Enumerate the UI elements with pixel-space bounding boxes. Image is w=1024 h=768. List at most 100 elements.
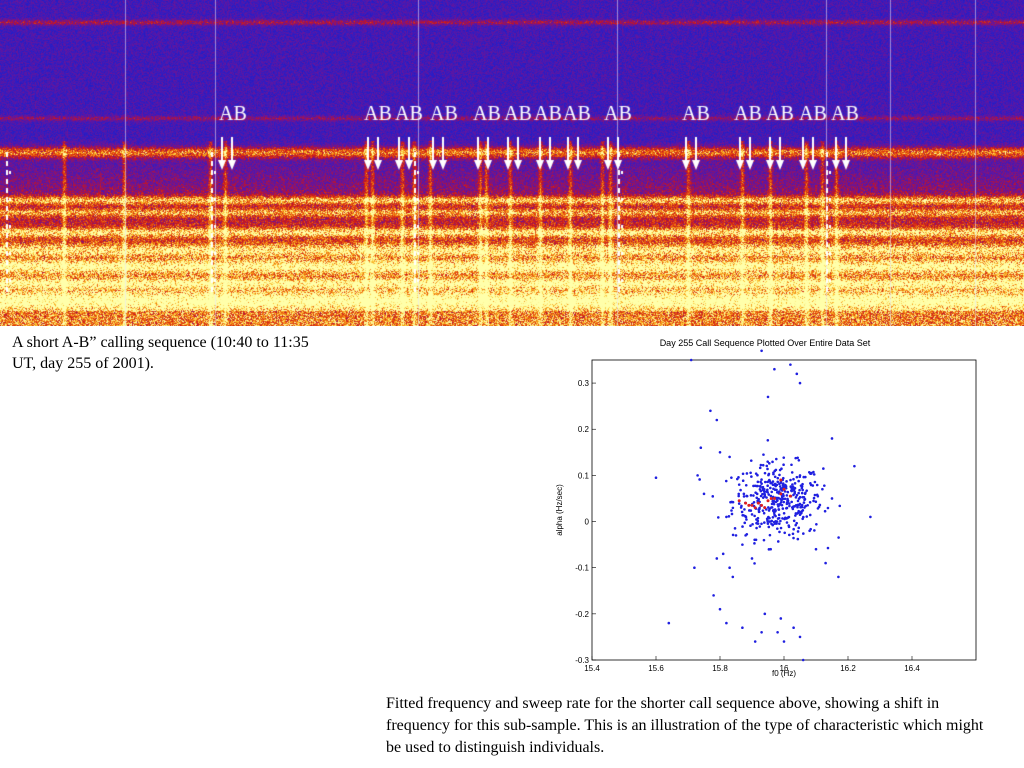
scatter-point xyxy=(796,505,799,509)
scatter-caption: Fitted frequency and sweep rate for the … xyxy=(386,695,984,756)
scatter-point xyxy=(747,503,751,507)
scatter-point xyxy=(767,525,771,529)
scatter-point xyxy=(801,658,805,662)
scatter-point xyxy=(823,484,826,487)
scatter-point xyxy=(779,492,783,496)
scatter-point xyxy=(776,476,780,480)
spectrogram-image xyxy=(0,0,1024,326)
scatter-point xyxy=(754,491,757,494)
scatter-point xyxy=(798,488,801,492)
scatter-point xyxy=(766,460,769,463)
scatter-point xyxy=(780,467,783,471)
scatter-point xyxy=(762,487,766,491)
series-all-calls xyxy=(654,349,872,662)
scatter-point xyxy=(812,473,816,476)
scatter-point xyxy=(783,517,786,521)
x-tick-label: 15.4 xyxy=(584,664,600,673)
scatter-point xyxy=(777,503,780,506)
scatter-point xyxy=(750,557,754,560)
scatter-point xyxy=(770,490,774,494)
scatter-point xyxy=(814,547,818,551)
scatter-point xyxy=(769,494,773,498)
scatter-point xyxy=(806,503,809,507)
scatter-point xyxy=(796,456,799,460)
scatter-point xyxy=(794,496,798,499)
x-tick-label: 15.8 xyxy=(712,664,728,673)
scatter-point xyxy=(797,510,801,514)
scatter-point xyxy=(776,517,780,520)
scatter-point xyxy=(766,467,769,471)
scatter-point xyxy=(778,522,781,525)
scatter-point xyxy=(689,358,693,362)
scatter-point xyxy=(805,489,809,492)
y-tick-label: -0.2 xyxy=(575,610,589,619)
scatter-point xyxy=(813,493,817,497)
scatter-point xyxy=(742,495,746,498)
y-tick-label: 0 xyxy=(585,518,590,527)
scatter-point xyxy=(784,483,787,487)
scatter-point xyxy=(798,502,802,506)
scatter-point xyxy=(853,464,856,468)
chart-title: Day 255 Call Sequence Plotted Over Entir… xyxy=(660,338,871,348)
y-tick-label: -0.3 xyxy=(575,656,589,665)
scatter-point xyxy=(812,499,815,503)
scatter-point xyxy=(869,515,872,519)
scatter-point xyxy=(771,460,774,464)
scatter-point xyxy=(786,499,790,503)
scatter-point xyxy=(756,501,760,505)
scatter-point xyxy=(766,484,769,487)
scatter-point xyxy=(753,542,756,545)
scatter-point xyxy=(790,463,793,467)
scatter-point xyxy=(816,494,820,498)
scatter-point xyxy=(798,474,802,477)
scatter-point xyxy=(837,575,840,579)
scatter-point xyxy=(758,507,761,511)
scatter-point xyxy=(777,513,781,517)
scatter-point xyxy=(758,485,762,488)
scatter-point xyxy=(818,503,822,507)
scatter-point xyxy=(725,515,728,519)
scatter-point xyxy=(724,479,728,483)
scatter-point xyxy=(754,538,758,542)
scatter-point xyxy=(792,477,795,481)
scatter-point xyxy=(804,504,807,508)
scatter-point xyxy=(775,497,778,501)
scatter-point xyxy=(733,527,737,530)
scatter-point xyxy=(740,510,744,514)
scatter-point xyxy=(768,520,772,523)
scatter-point xyxy=(772,496,776,500)
scatter-point xyxy=(776,540,780,543)
scatter-point xyxy=(769,486,772,490)
scatter-point xyxy=(761,492,764,496)
scatter-point xyxy=(737,483,741,486)
scatter-point xyxy=(798,635,802,639)
x-tick-label: 16.2 xyxy=(840,664,856,673)
scatter-point xyxy=(779,526,783,530)
scatter-point xyxy=(770,506,774,509)
scatter-point xyxy=(785,480,788,483)
scatter-point xyxy=(793,492,796,495)
scatter-point xyxy=(709,409,712,413)
scatter-point xyxy=(792,536,795,540)
scatter-point xyxy=(792,487,796,491)
scatter-point xyxy=(737,476,740,479)
scatter-point xyxy=(782,640,786,643)
scatter-point xyxy=(794,514,797,517)
scatter-point xyxy=(737,502,741,505)
scatter-point xyxy=(776,527,779,530)
scatter-point xyxy=(808,529,811,533)
scatter-point xyxy=(763,480,767,484)
scatter-point xyxy=(783,490,787,493)
scatter-point xyxy=(788,494,792,498)
scatter-point xyxy=(772,502,776,506)
scatter-point xyxy=(759,480,762,484)
scatter-point xyxy=(756,499,759,503)
scatter-point xyxy=(759,494,763,498)
scatter-point xyxy=(781,517,784,520)
scatter-point xyxy=(752,500,756,504)
scatter-point xyxy=(804,491,807,495)
scatter-point xyxy=(785,494,789,497)
scatter-point xyxy=(773,475,777,479)
scatter-point xyxy=(774,457,778,461)
scatter-point xyxy=(753,640,757,643)
